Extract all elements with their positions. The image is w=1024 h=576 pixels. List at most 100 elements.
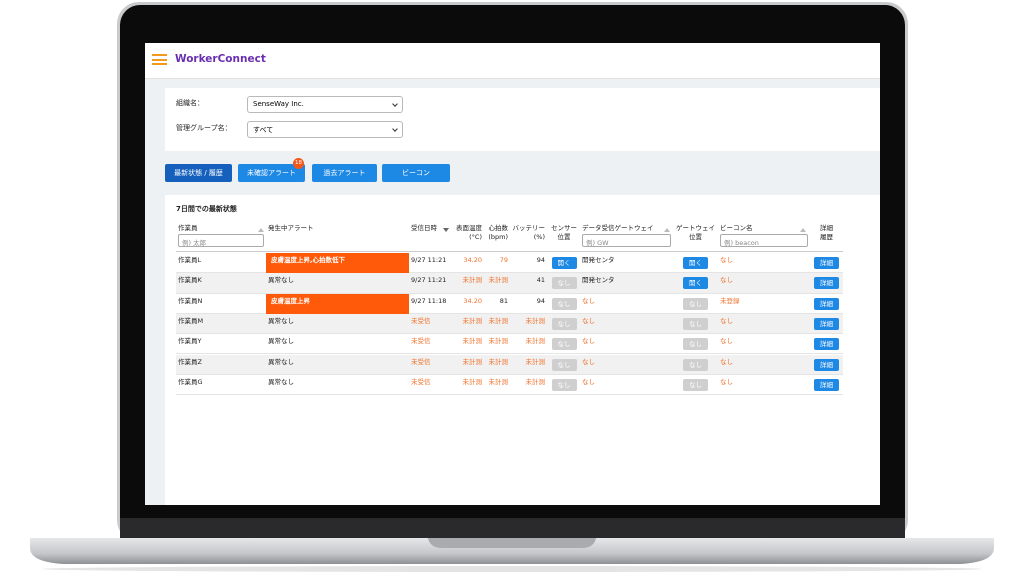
button[interactable]: なし (551, 358, 577, 371)
cell: なし (582, 357, 595, 366)
tab[interactable]: 過去アラート (312, 164, 377, 182)
header-label: ゲートウェイ (676, 224, 715, 232)
cell: なし (720, 377, 733, 386)
cell: なし (582, 337, 595, 346)
cell: 未計測 (462, 337, 483, 346)
cell: 作業員G (178, 377, 203, 386)
table-row (176, 374, 843, 396)
cell: 未受信 (411, 357, 431, 366)
cell: 未計測 (488, 316, 509, 325)
app-title: WorkerConnect (175, 53, 266, 65)
cell: 作業員L (178, 256, 202, 264)
button[interactable]: なし (683, 358, 708, 371)
cell: 異常なし (268, 276, 294, 285)
cell: 未計測 (525, 357, 546, 366)
button[interactable]: なし (683, 297, 708, 310)
sort-icon[interactable] (258, 228, 264, 232)
filter-input[interactable]: 例) beacon (720, 234, 808, 247)
cell: 未計測 (462, 357, 483, 366)
header-rule (176, 251, 843, 252)
button[interactable]: 開く (683, 257, 708, 269)
menu-icon[interactable] (152, 54, 167, 65)
button[interactable]: なし (683, 378, 708, 391)
button[interactable]: 開く (551, 257, 577, 269)
header-label: バッテリー (512, 224, 546, 232)
cell: 作業員Y (178, 337, 202, 346)
header-label: 位置 (557, 233, 571, 241)
cell: 未計測 (488, 276, 509, 285)
cell: 開発センタ (582, 276, 615, 285)
button[interactable]: なし (551, 297, 577, 310)
table-row (176, 273, 843, 294)
button[interactable]: なし (551, 378, 577, 391)
cell: 未受信 (411, 337, 431, 346)
cell: 9/27 11:21 (411, 276, 447, 285)
cell: 81 (499, 296, 508, 305)
header-label: (%) (533, 233, 545, 241)
button[interactable]: 詳細 (814, 358, 839, 371)
cell: 未計測 (462, 377, 483, 386)
select[interactable]: すべて (247, 121, 403, 138)
tab[interactable]: 最新状態 / 履歴 (165, 164, 232, 182)
shadow (42, 566, 982, 572)
cell: 異常なし (268, 316, 294, 325)
base (30, 538, 994, 564)
header-label: 詳細 (820, 224, 833, 232)
button[interactable]: 詳細 (814, 277, 839, 290)
tab[interactable]: ビーコン (382, 164, 450, 182)
button[interactable]: 詳細 (814, 257, 839, 269)
header-label: 心拍数 (488, 224, 509, 232)
cell: 作業員N (178, 296, 203, 305)
nav-bar (145, 43, 880, 79)
cell: なし (582, 296, 595, 305)
cell: 作業員K (178, 276, 202, 285)
button[interactable]: なし (551, 277, 577, 290)
button[interactable]: 開く (683, 277, 708, 290)
tab[interactable]: 未確認アラート (238, 164, 305, 182)
button[interactable]: なし (551, 317, 577, 330)
header-label: (°C) (469, 233, 482, 241)
cell: 未計測 (488, 377, 509, 386)
cell: 未計測 (462, 276, 483, 285)
button[interactable]: 詳細 (814, 378, 839, 391)
sort-icon[interactable] (800, 228, 806, 232)
cell: なし (582, 377, 595, 386)
button[interactable]: なし (683, 338, 708, 351)
cell: 9/27 11:18 (411, 296, 447, 305)
cell: なし (720, 276, 733, 285)
header-label: (bpm) (488, 233, 508, 241)
cell: 開発センタ (582, 256, 615, 264)
sort-icon[interactable] (664, 228, 670, 232)
select[interactable]: SenseWay Inc. (247, 96, 403, 113)
cell: 34.20 (463, 296, 482, 305)
button[interactable]: なし (551, 338, 577, 351)
cell: 未計測 (525, 316, 546, 325)
badge: 18 (293, 158, 304, 169)
filter-label: 管理グループ名： (176, 124, 232, 132)
button[interactable]: 詳細 (814, 297, 839, 310)
sort-icon[interactable] (443, 228, 449, 232)
alert-cell: 皮膚温度上昇 (266, 293, 409, 314)
cell: なし (720, 357, 733, 366)
filter-input[interactable]: 例) GW (582, 234, 671, 247)
cell: 未計測 (462, 316, 483, 325)
header-label: 位置 (689, 233, 702, 241)
cell: 41 (536, 276, 545, 285)
notch (428, 538, 596, 548)
cell: なし (720, 316, 733, 325)
header-label: 作業員 (178, 224, 198, 232)
filter-input[interactable]: 例) 太郎 (178, 234, 264, 247)
cell: 作業員Z (178, 357, 202, 366)
table-row (176, 354, 843, 375)
button[interactable]: なし (683, 317, 708, 330)
alert-cell: 皮膚温度上昇,心拍数低下 (266, 253, 409, 274)
table-row (176, 313, 843, 335)
button[interactable]: 詳細 (814, 338, 839, 351)
cell: 未計測 (525, 377, 546, 386)
button[interactable]: 詳細 (814, 317, 839, 330)
table-row (176, 334, 843, 355)
cell: 未計測 (488, 337, 509, 346)
section-title: 7日間での最新状態 (176, 205, 237, 213)
cell: 34.20 (463, 256, 482, 264)
